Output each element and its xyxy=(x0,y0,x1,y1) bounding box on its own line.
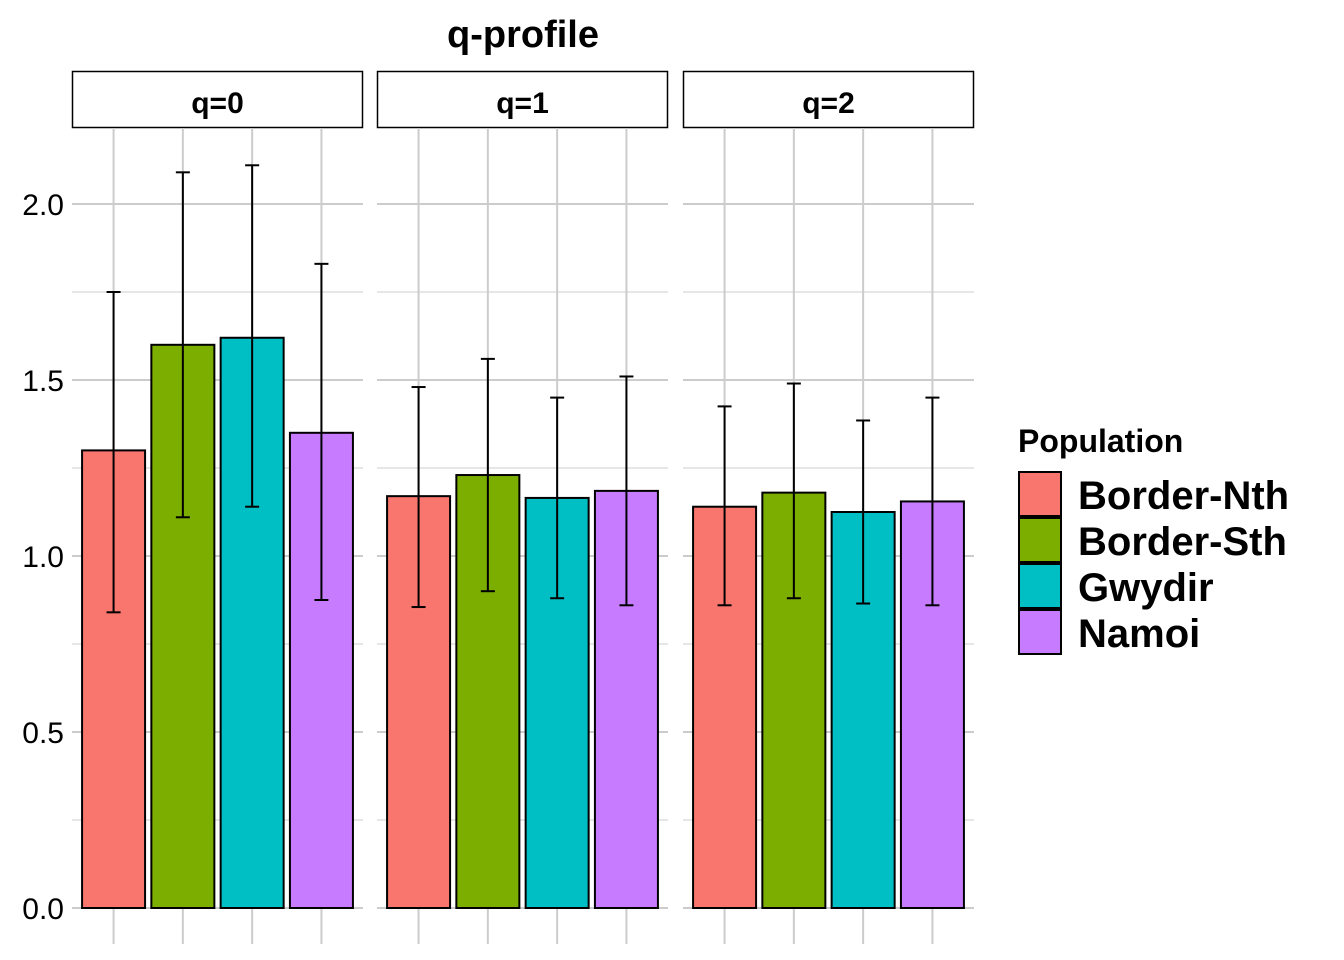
legend-item-border-nth: Border-Nth xyxy=(1018,471,1289,518)
y-tick-label: 0.0 xyxy=(22,893,64,926)
legend: Population Border-NthBorder-SthGwydirNam… xyxy=(1018,423,1289,656)
legend-key-swatch xyxy=(1018,517,1062,563)
error-bar-namoi xyxy=(314,262,329,601)
legend-key-swatch xyxy=(1018,563,1062,609)
facet-strip-label: q=0 xyxy=(191,87,244,120)
error-bar-namoi xyxy=(925,396,940,607)
facet-strip-label: q=2 xyxy=(802,87,855,120)
error-bar-border-nth xyxy=(411,386,426,609)
facet-panel-q2: q=2 xyxy=(682,70,975,944)
error-bar-border-sth xyxy=(175,171,190,519)
legend-key-swatch xyxy=(1018,471,1062,517)
legend-label: Border-Nth xyxy=(1078,474,1289,518)
legend-item-namoi: Namoi xyxy=(1018,609,1200,656)
y-axis: 0.0 0.5 1.0 1.5 2.0 xyxy=(22,189,64,926)
facet-panels: q=0 q=1 q=2 xyxy=(71,70,975,944)
error-bar-namoi xyxy=(619,375,634,607)
facet-strip xyxy=(71,70,364,129)
chart-title: q-profile xyxy=(447,14,599,56)
bar-border-nth xyxy=(81,449,147,909)
y-tick-label: 1.0 xyxy=(22,541,64,574)
facet-strip xyxy=(682,70,975,129)
error-bar-border-nth xyxy=(717,405,732,607)
legend-label: Border-Sth xyxy=(1078,520,1287,564)
facet-panel-q0: q=0 xyxy=(71,70,364,944)
y-tick-label: 2.0 xyxy=(22,189,64,222)
legend-title: Population xyxy=(1018,423,1183,459)
facet-strip xyxy=(376,70,669,129)
error-bar-gwydir xyxy=(245,164,260,508)
error-bar-gwydir xyxy=(856,419,871,605)
error-bar-border-sth xyxy=(480,357,495,593)
legend-label: Namoi xyxy=(1078,612,1200,656)
y-tick-label: 0.5 xyxy=(22,717,64,750)
error-bar-border-nth xyxy=(106,291,121,614)
y-tick-label: 1.5 xyxy=(22,365,64,398)
legend-item-border-sth: Border-Sth xyxy=(1018,517,1287,564)
facet-panel-q1: q=1 xyxy=(376,70,669,944)
legend-label: Gwydir xyxy=(1078,566,1214,610)
facet-strip-label: q=1 xyxy=(496,87,549,120)
error-bar-border-sth xyxy=(786,382,801,600)
legend-key-swatch xyxy=(1018,609,1062,655)
error-bar-gwydir xyxy=(550,396,565,600)
legend-item-gwydir: Gwydir xyxy=(1018,563,1214,610)
